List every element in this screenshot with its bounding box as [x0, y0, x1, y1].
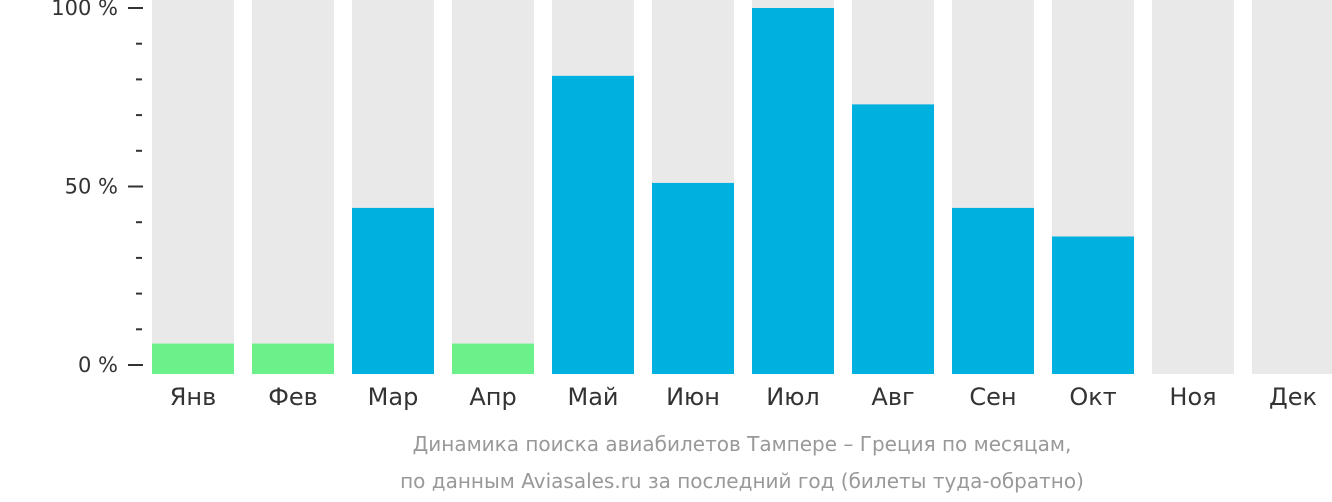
bar: [652, 182, 734, 374]
bar-background: [152, 0, 234, 374]
bar-background: [1152, 0, 1234, 374]
x-tick-label: Дек: [1269, 383, 1317, 411]
bar-background: [1252, 0, 1332, 374]
x-tick-label: Окт: [1069, 383, 1116, 411]
bar-background: [252, 0, 334, 374]
x-tick-label: Сен: [969, 383, 1016, 411]
y-tick-label: 50 %: [65, 175, 118, 199]
x-tick-label: Мар: [368, 383, 419, 411]
y-axis: 100 % 50 % 0 %: [51, 0, 143, 377]
bar: [352, 207, 434, 374]
x-tick-label: Янв: [170, 383, 217, 411]
x-tick-label: Апр: [469, 383, 516, 411]
bar: [552, 75, 634, 374]
x-tick-label: Июл: [766, 383, 820, 411]
x-tick-label: Ноя: [1169, 383, 1216, 411]
bar: [952, 207, 1034, 374]
x-tick-label: Июн: [666, 383, 720, 411]
x-tick-label: Авг: [871, 383, 914, 411]
bar: [852, 104, 934, 374]
y-tick-label: 0 %: [78, 353, 118, 377]
bars: [152, 0, 1332, 374]
bar: [252, 343, 334, 374]
x-axis-labels: Янв Фев Мар Апр Май Июн Июл Авг Сен Окт Ноя Дек: [170, 383, 1317, 411]
y-tick-label: 100 %: [51, 0, 118, 20]
x-tick-label: Май: [567, 383, 618, 411]
x-tick-label: Фев: [268, 383, 318, 411]
bar: [452, 343, 534, 374]
caption-line-2: по данным Aviasales.ru за последний год …: [400, 469, 1084, 493]
bar-background: [452, 0, 534, 374]
bar: [1052, 236, 1134, 374]
bar: [752, 8, 834, 374]
caption-line-1: Динамика поиска авиабилетов Тампере – Гр…: [413, 432, 1072, 456]
bar: [152, 343, 234, 374]
